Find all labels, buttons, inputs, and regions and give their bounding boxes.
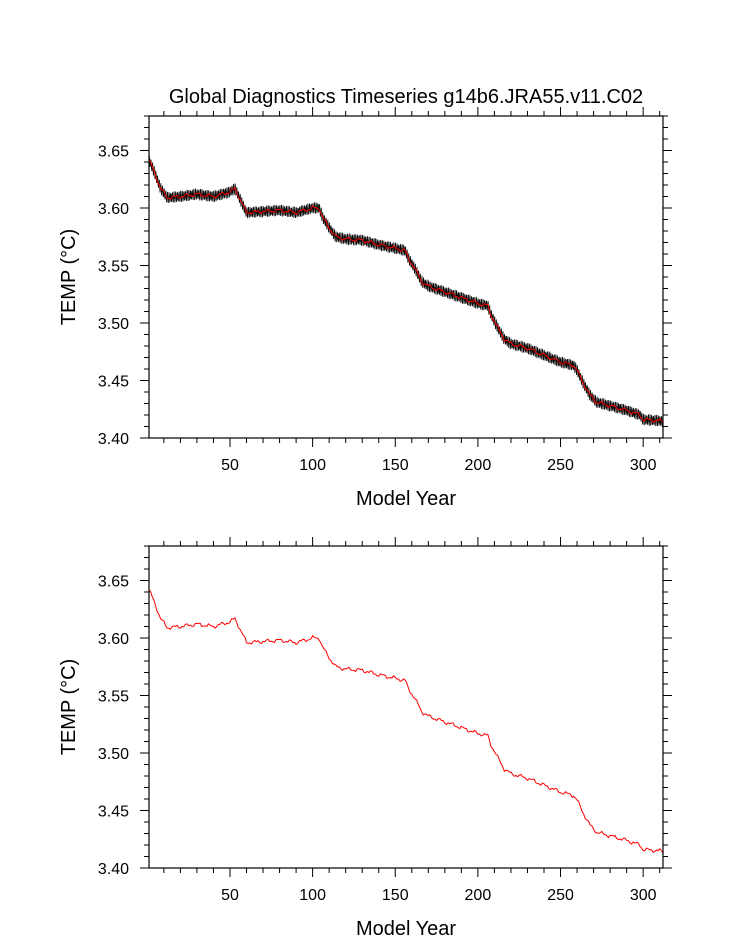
x-tick-label: 100 (299, 887, 326, 904)
y-tick-label: 3.50 (98, 746, 129, 763)
y-tick-label: 3.60 (98, 631, 129, 648)
y-axis-label: TEMP (°C) (58, 659, 80, 756)
y-tick-label: 3.45 (98, 374, 129, 391)
chart-panel-top: 50 100 150 200 250 300 3.40 3.45 3.50 3.55 3.60 3.6… (58, 107, 672, 510)
chart-panel-bottom: 50 100 150 200 250 300 3.40 3.45 3.50 3.55 3.60 3.6… (58, 537, 672, 940)
y-tick-label: 3.55 (98, 259, 129, 276)
x-axis-label: Model Year (356, 918, 456, 940)
y-tick-label: 3.40 (98, 431, 129, 448)
x-tick-label: 50 (221, 457, 239, 474)
chart-title: Global Diagnostics Timeseries g14b6.JRA5… (169, 86, 643, 108)
x-tick-label: 300 (630, 887, 657, 904)
x-tick-label: 200 (465, 887, 492, 904)
y-tick-label: 3.65 (98, 574, 129, 591)
x-tick-label: 150 (382, 887, 409, 904)
y-tick-label: 3.55 (98, 689, 129, 706)
x-tick-label: 250 (547, 887, 574, 904)
x-tick-label: 100 (299, 457, 326, 474)
x-tick-label: 250 (547, 457, 574, 474)
x-tick-label: 200 (465, 457, 492, 474)
y-axis-label: TEMP (°C) (58, 229, 80, 326)
x-axis-label: Model Year (356, 488, 456, 510)
y-tick-label: 3.45 (98, 804, 129, 821)
y-tick-label: 3.40 (98, 861, 129, 878)
x-tick-label: 150 (382, 457, 409, 474)
y-tick-label: 3.65 (98, 144, 129, 161)
series-line-monthly (148, 154, 664, 428)
series-line-annual (148, 159, 664, 424)
y-tick-label: 3.50 (98, 316, 129, 333)
x-tick-label: 50 (221, 887, 239, 904)
y-tick-label: 3.60 (98, 201, 129, 218)
series-line-annual (148, 589, 664, 854)
x-tick-label: 300 (630, 457, 657, 474)
